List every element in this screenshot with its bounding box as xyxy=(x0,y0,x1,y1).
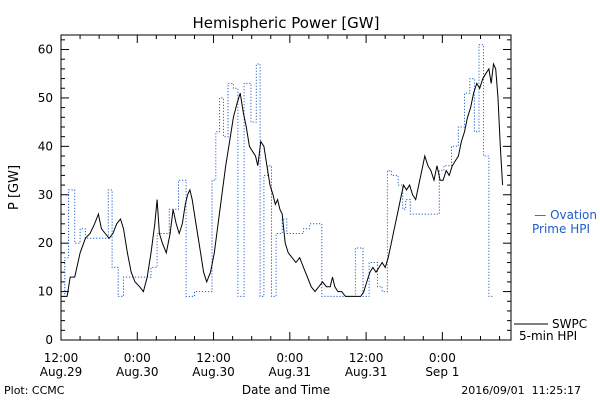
series-layer xyxy=(61,44,504,297)
legend-ovation-label: — Ovation xyxy=(534,208,597,222)
x-axis-label: Date and Time xyxy=(242,383,330,397)
y-tick-label: 40 xyxy=(38,139,53,153)
y-tick-label: 10 xyxy=(38,285,53,299)
x-tick-label-time: 0:00 xyxy=(124,351,151,365)
y-tick-label: 50 xyxy=(38,91,53,105)
legend-swpc-label-2: 5-min HPI xyxy=(519,329,577,343)
plot-timestamp: 2016/09/01 11:25:17 xyxy=(461,384,581,397)
x-tick-label-date: Aug.29 xyxy=(40,365,83,379)
y-tick-label: 60 xyxy=(38,43,53,57)
y-tick-label: 30 xyxy=(38,188,53,202)
legend-swpc-label: SWPC xyxy=(552,317,587,331)
legend-ovation-label-2: Prime HPI xyxy=(532,222,590,236)
plot-frame xyxy=(60,34,512,341)
x-tick-label-date: Aug.31 xyxy=(345,365,388,379)
plot-border xyxy=(60,34,512,341)
x-tick-label-date: Aug.30 xyxy=(192,365,235,379)
x-tick-label-time: 0:00 xyxy=(276,351,303,365)
x-tick-label-date: Aug.30 xyxy=(116,365,159,379)
x-tick-label-date: Aug.31 xyxy=(269,365,312,379)
x-tick-label-time: 12:00 xyxy=(44,351,79,365)
y-axis-label: P [GW] xyxy=(7,165,22,210)
y-axis-ticks: 0 10 20 30 40 50 60 xyxy=(38,39,511,347)
swpc-hpi-series-line xyxy=(61,62,504,297)
y-tick-label: 0 xyxy=(45,333,53,347)
x-tick-label-time: 0:00 xyxy=(429,351,456,365)
x-tick-label-time: 12:00 xyxy=(196,351,231,365)
plot-credit: Plot: CCMC xyxy=(4,384,65,397)
ovation-prime-series-line xyxy=(61,44,494,297)
chart-title: Hemispheric Power [GW] xyxy=(193,14,380,32)
y-tick-label: 20 xyxy=(38,236,53,250)
x-axis-ticks: 12:00Aug.290:00Aug.3012:00Aug.300:00Aug.… xyxy=(40,35,501,379)
x-tick-label-time: 12:00 xyxy=(349,351,384,365)
x-tick-label-date: Sep 1 xyxy=(425,365,459,379)
